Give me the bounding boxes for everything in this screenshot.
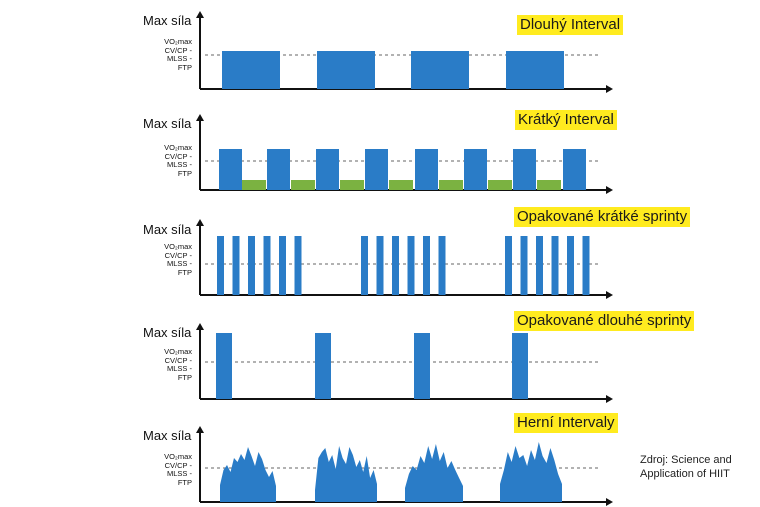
sprint-bar [414, 333, 430, 399]
y-axis-arrow [196, 323, 204, 330]
y-axis-max-label: Max síla [143, 428, 192, 443]
sprint-bar [248, 236, 255, 295]
rest-bar [439, 180, 463, 190]
sprint-bar [567, 236, 574, 295]
rest-bar [488, 180, 512, 190]
sprint-bar [392, 236, 399, 295]
game-interval-shape [220, 447, 276, 502]
work-bar [513, 149, 536, 190]
x-axis-arrow [606, 395, 613, 403]
sprint-bar [232, 236, 240, 295]
sprint-bar [536, 236, 543, 295]
work-bar [563, 149, 586, 190]
work-bar [222, 51, 280, 89]
sprint-bar [438, 236, 446, 295]
threshold-label: VO₂max CV/CP - MLSS - FTP [164, 37, 192, 72]
work-bar [506, 51, 564, 89]
sprint-bar [407, 236, 415, 295]
source-note: Zdroj: Science and Application of HIIT [640, 454, 732, 480]
panel-title: Opakované krátké sprinty [514, 207, 691, 227]
sprint-bar [294, 236, 302, 295]
game-interval-shape [500, 442, 562, 502]
y-axis-max-label: Max síla [143, 116, 192, 131]
rest-bar [242, 180, 266, 190]
rest-bar [340, 180, 364, 190]
sprint-bar [315, 333, 331, 399]
sprint-bar [361, 236, 368, 295]
y-axis-arrow [196, 11, 204, 18]
y-axis-arrow [196, 114, 204, 121]
sprint-bar [551, 236, 559, 295]
y-axis-arrow [196, 426, 204, 433]
panel-title: Herní Intervaly [514, 413, 618, 433]
x-axis-arrow [606, 186, 613, 194]
threshold-label: VO₂max CV/CP - MLSS - FTP [164, 242, 192, 277]
sprint-bar [512, 333, 528, 399]
sprint-bar [216, 333, 232, 399]
work-bar [219, 149, 242, 190]
rest-bar [389, 180, 413, 190]
sprint-bar [279, 236, 286, 295]
sprint-bar [423, 236, 430, 295]
sprint-bar [505, 236, 512, 295]
work-bar [317, 51, 375, 89]
sprint-bar [376, 236, 384, 295]
sprint-bar [582, 236, 590, 295]
y-axis-max-label: Max síla [143, 325, 192, 340]
game-interval-shape [315, 446, 377, 502]
work-bar [267, 149, 290, 190]
rest-bar [291, 180, 315, 190]
y-axis-max-label: Max síla [143, 222, 192, 237]
panel-title: Krátký Interval [515, 110, 617, 130]
work-bar [411, 51, 469, 89]
threshold-label: VO₂max CV/CP - MLSS - FTP [164, 452, 192, 487]
sprint-bar [217, 236, 224, 295]
x-axis-arrow [606, 498, 613, 506]
game-interval-shape [405, 444, 463, 502]
threshold-label: VO₂max CV/CP - MLSS - FTP [164, 347, 192, 382]
threshold-label: VO₂max CV/CP - MLSS - FTP [164, 143, 192, 178]
sprint-bar [263, 236, 271, 295]
sprint-bar [520, 236, 528, 295]
work-bar [316, 149, 339, 190]
work-bar [365, 149, 388, 190]
x-axis-arrow [606, 291, 613, 299]
y-axis-max-label: Max síla [143, 13, 192, 28]
panel-title: Opakované dlouhé sprinty [514, 311, 695, 331]
work-bar [464, 149, 487, 190]
x-axis-arrow [606, 85, 613, 93]
rest-bar [537, 180, 561, 190]
panel-title: Dlouhý Interval [517, 15, 624, 35]
work-bar [415, 149, 438, 190]
y-axis-arrow [196, 219, 204, 226]
